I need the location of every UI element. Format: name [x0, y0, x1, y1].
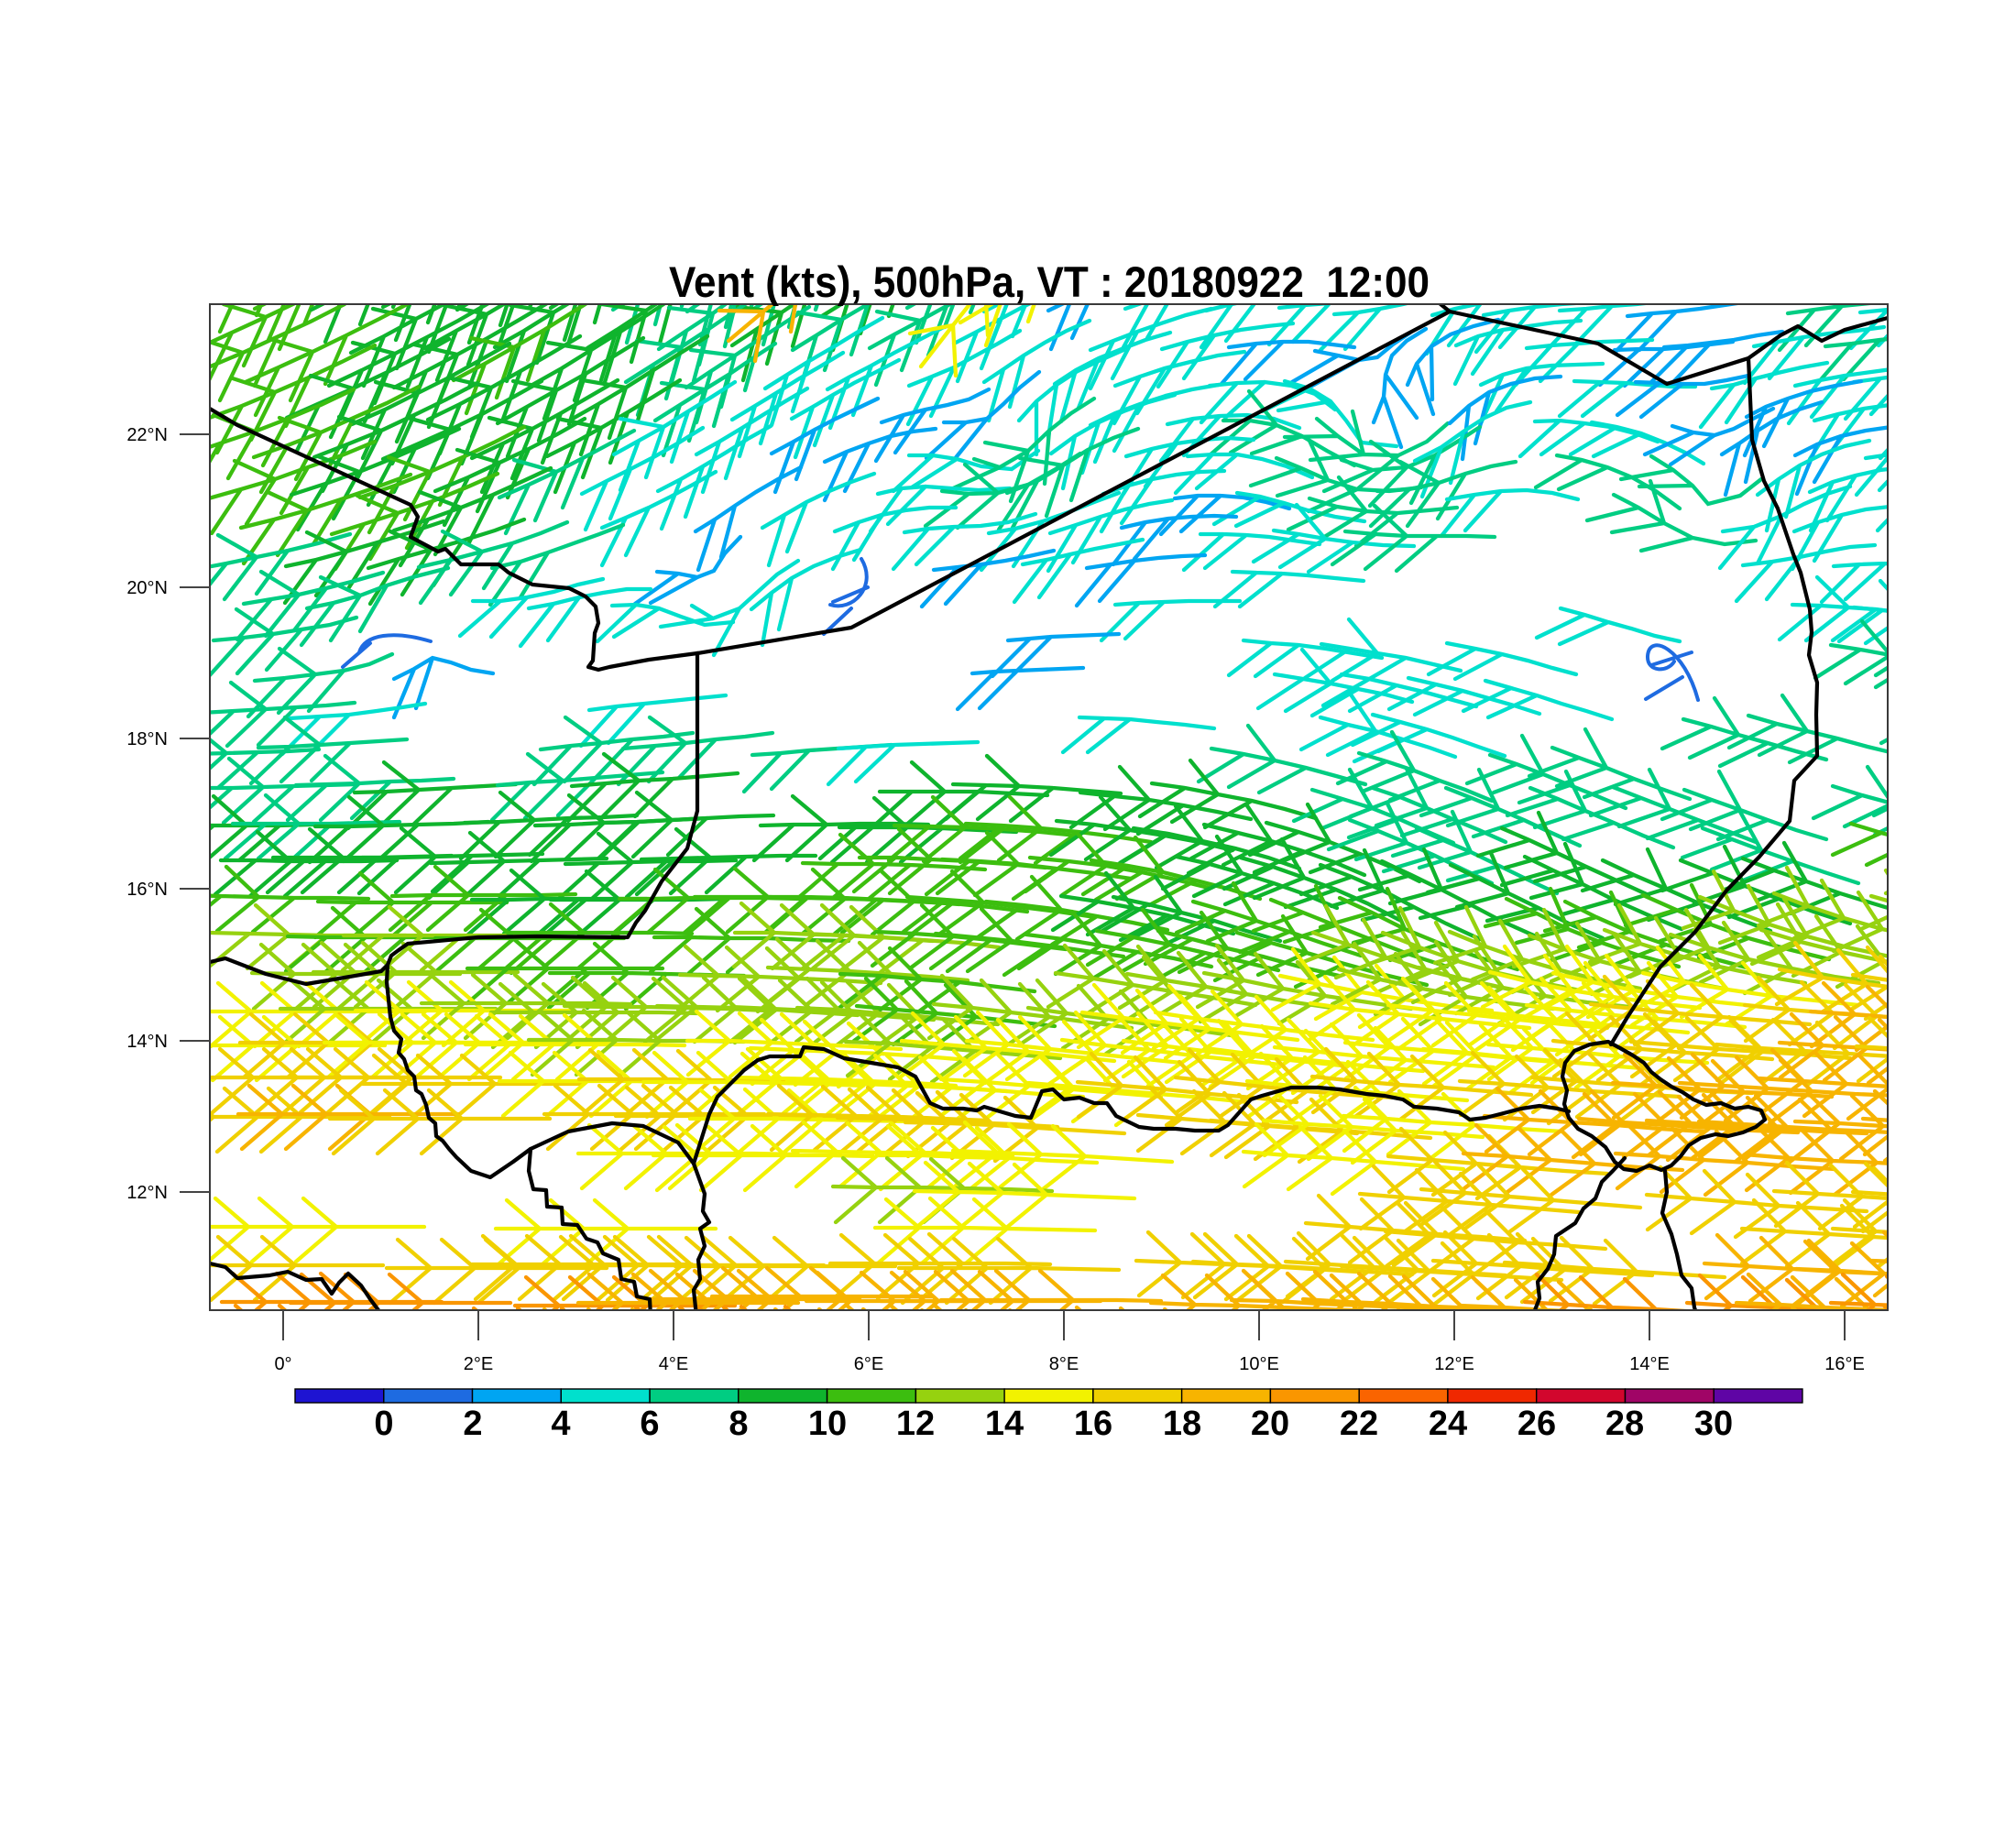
svg-text:18°N: 18°N	[126, 729, 168, 749]
svg-text:30: 30	[1694, 1405, 1733, 1443]
svg-text:18: 18	[1163, 1405, 1201, 1443]
svg-text:20: 20	[1251, 1405, 1289, 1443]
svg-text:10°E: 10°E	[1239, 1354, 1279, 1374]
svg-text:4°E: 4°E	[659, 1354, 688, 1374]
svg-text:14°N: 14°N	[126, 1032, 168, 1052]
svg-text:10: 10	[808, 1405, 847, 1443]
svg-text:14: 14	[985, 1405, 1024, 1443]
svg-text:22: 22	[1340, 1405, 1378, 1443]
svg-text:8°E: 8°E	[1049, 1354, 1079, 1374]
svg-text:0: 0	[374, 1405, 393, 1443]
svg-text:12: 12	[896, 1405, 935, 1443]
svg-text:28: 28	[1605, 1405, 1644, 1443]
svg-text:14°E: 14°E	[1629, 1354, 1670, 1374]
svg-text:16°E: 16°E	[1824, 1354, 1865, 1374]
svg-text:22°N: 22°N	[126, 425, 168, 445]
svg-text:26: 26	[1517, 1405, 1556, 1443]
svg-text:24: 24	[1429, 1405, 1467, 1443]
svg-text:2°E: 2°E	[464, 1354, 493, 1374]
svg-text:0°: 0°	[274, 1354, 291, 1374]
svg-text:20°N: 20°N	[126, 578, 168, 598]
svg-text:16°N: 16°N	[126, 880, 168, 900]
svg-text:4: 4	[551, 1405, 570, 1443]
svg-text:6°E: 6°E	[854, 1354, 883, 1374]
svg-text:8: 8	[729, 1405, 748, 1443]
svg-text:12°E: 12°E	[1434, 1354, 1474, 1374]
svg-text:12°N: 12°N	[126, 1183, 168, 1203]
svg-text:Vent (kts), 500hPa, VT : 20180: Vent (kts), 500hPa, VT : 20180922 12:00	[669, 257, 1430, 306]
svg-text:6: 6	[640, 1405, 659, 1443]
svg-text:2: 2	[463, 1405, 482, 1443]
svg-text:16: 16	[1074, 1405, 1112, 1443]
